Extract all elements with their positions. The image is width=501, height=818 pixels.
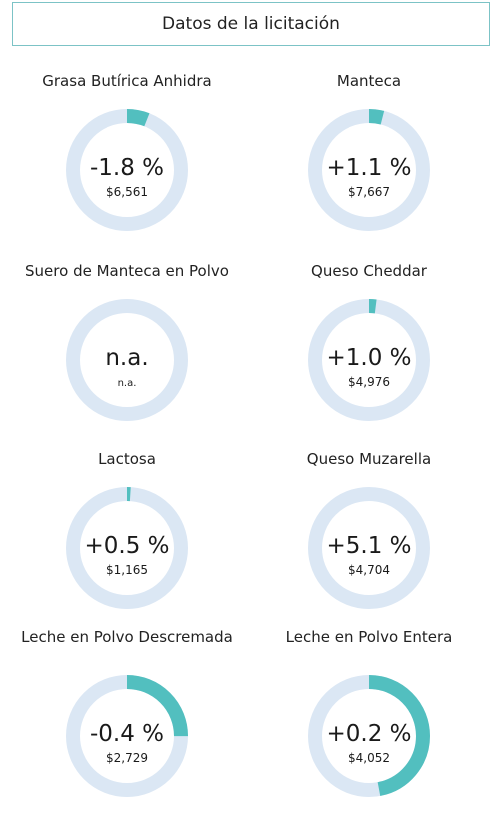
donut-price-label: n.a. — [118, 378, 137, 389]
donut-label: Grasa Butírica Anhidra — [42, 72, 212, 90]
donut-label: Queso Cheddar — [311, 262, 427, 280]
donut-card: Grasa Butírica Anhidra -1.8 % $6,561 — [2, 72, 252, 262]
donut-label: Lactosa — [98, 450, 156, 468]
donut-ring: n.a. n.a. — [66, 299, 188, 421]
donut-price-label: $2,729 — [106, 751, 148, 765]
donut-card: Queso Muzarella +5.1 % $4,704 — [244, 450, 494, 640]
donut-ring: -0.4 % $2,729 — [66, 675, 188, 797]
donut-arc — [66, 675, 188, 797]
donut-change-label: +0.5 % — [84, 533, 169, 559]
donut-card: Leche en Polvo Entera +0.2 % $4,052 — [244, 628, 494, 818]
donut-ring: +0.2 % $4,052 — [308, 675, 430, 797]
donut-ring: +1.0 % $4,976 — [308, 299, 430, 421]
donut-card: Lactosa +0.5 % $1,165 — [2, 450, 252, 640]
donut-change-label: +0.2 % — [326, 721, 411, 747]
donut-ring: +5.1 % $4,704 — [308, 487, 430, 609]
donut-price-label: $4,704 — [348, 563, 390, 577]
donut-track — [66, 299, 188, 421]
donut-price-label: $1,165 — [106, 563, 148, 577]
donut-arc — [66, 487, 188, 609]
donut-change-label: +1.0 % — [326, 345, 411, 371]
donut-ring: +0.5 % $1,165 — [66, 487, 188, 609]
donut-change-label: -0.4 % — [90, 721, 164, 747]
donut-arc — [66, 109, 188, 231]
donut-card: Queso Cheddar +1.0 % $4,976 — [244, 262, 494, 452]
donut-change-label: -1.8 % — [90, 155, 164, 181]
donut-change-label: n.a. — [105, 345, 148, 371]
donut-ring: +1.1 % $7,667 — [308, 109, 430, 231]
donut-label: Leche en Polvo Entera — [285, 628, 453, 646]
donut-ring: -1.8 % $6,561 — [66, 109, 188, 231]
donut-price-label: $7,667 — [348, 185, 390, 199]
donut-arc — [308, 299, 430, 421]
donut-price-label: $4,976 — [348, 375, 390, 389]
donut-arc — [308, 109, 430, 231]
donut-label: Suero de Manteca en Polvo — [25, 262, 229, 280]
donut-label: Manteca — [336, 72, 402, 90]
donut-change-label: +5.1 % — [326, 533, 411, 559]
donut-card: Leche en Polvo Descremada -0.4 % $2,729 — [2, 628, 252, 818]
donut-arc — [308, 675, 430, 797]
donut-price-label: $4,052 — [348, 751, 390, 765]
page-title: Datos de la licitación — [12, 2, 490, 46]
donut-card: Suero de Manteca en Polvo n.a. n.a. — [2, 262, 252, 452]
donut-label: Leche en Polvo Descremada — [21, 628, 233, 646]
donut-change-label: +1.1 % — [326, 155, 411, 181]
donut-track — [308, 487, 430, 609]
donut-label: Queso Muzarella — [306, 450, 432, 468]
donut-card: Manteca +1.1 % $7,667 — [244, 72, 494, 262]
donut-price-label: $6,561 — [106, 185, 148, 199]
